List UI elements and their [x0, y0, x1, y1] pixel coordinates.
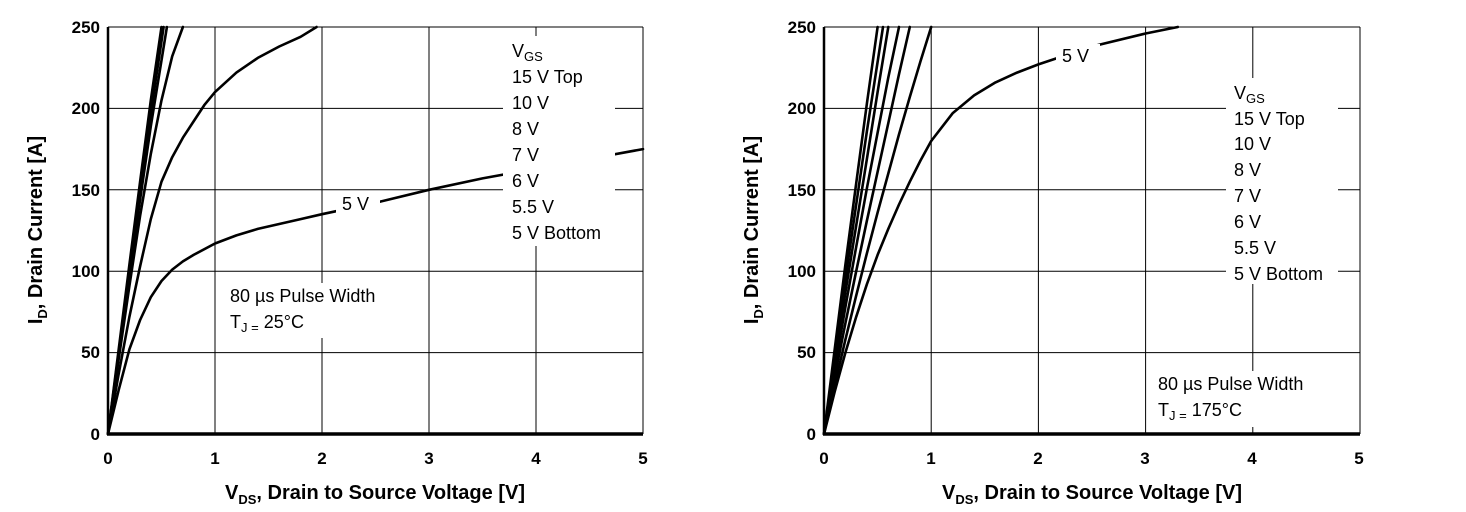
left-annotation-pulse-width: 80 µs Pulse Width: [230, 286, 375, 306]
right-legend-entry-6v: 6 V: [1234, 212, 1261, 232]
right-curve-vgs-6v: [822, 25, 912, 436]
left-curves: [106, 25, 645, 436]
left-chart: VGS 15 V Top 10 V 8 V 7 V 6 V 5.5 V 5 V …: [25, 18, 648, 507]
left-legend-title: VGS: [512, 41, 543, 64]
left-curve-label-5v: 5 V: [342, 194, 369, 214]
right-legend-title: VGS: [1234, 83, 1265, 106]
left-curve-vgs-6v: [106, 25, 318, 436]
right-x-axis-title: VDS, Drain to Source Voltage [V]: [942, 482, 1242, 507]
right-legend-entry-5-5v: 5.5 V: [1234, 238, 1276, 258]
left-y-tick-label: 200: [72, 99, 100, 118]
left-x-tick-labels: 0 1 2 3 4 5: [103, 449, 647, 468]
left-legend-entry-6v: 6 V: [512, 171, 539, 191]
right-y-tick-label: 50: [797, 343, 816, 362]
left-annotation: 80 µs Pulse Width TJ = 25°C: [230, 286, 375, 335]
left-legend-entry-15v: 15 V Top: [512, 67, 583, 87]
right-chart: VGS 15 V Top 10 V 8 V 7 V 6 V 5.5 V 5 V …: [741, 18, 1364, 507]
right-legend-background: [1226, 78, 1338, 284]
right-y-tick-label: 0: [807, 425, 816, 444]
right-curve-label-background: [1056, 44, 1100, 68]
right-x-tick-label: 0: [819, 449, 828, 468]
left-y-tick-label: 50: [81, 343, 100, 362]
right-annotation-background: [1152, 371, 1328, 427]
right-y-axis-title: ID, Drain Current [A]: [741, 136, 766, 324]
left-annotation-background: [224, 283, 394, 338]
right-legend-entry-5v: 5 V Bottom: [1234, 264, 1323, 284]
right-legend: VGS 15 V Top 10 V 8 V 7 V 6 V 5.5 V 5 V …: [1234, 83, 1323, 284]
right-annotation: 80 µs Pulse Width TJ = 175°C: [1158, 374, 1303, 423]
right-y-tick-label: 200: [788, 99, 816, 118]
right-annotation-junction-temp: TJ = 175°C: [1158, 400, 1242, 423]
left-legend-entry-10v: 10 V: [512, 93, 549, 113]
right-x-tick-label: 2: [1033, 449, 1042, 468]
left-legend-background: [503, 36, 615, 246]
left-x-tick-label: 5: [638, 449, 647, 468]
right-x-tick-label: 4: [1247, 449, 1257, 468]
right-y-tick-label: 250: [788, 18, 816, 37]
left-x-tick-label: 4: [531, 449, 541, 468]
right-curve-vgs-5v: [822, 25, 1180, 436]
right-y-tick-labels: 0 50 100 150 200 250: [788, 18, 816, 444]
left-x-axis-title: VDS, Drain to Source Voltage [V]: [225, 482, 525, 507]
right-y-tick-label: 150: [788, 181, 816, 200]
left-legend-entry-5v: 5 V Bottom: [512, 223, 601, 243]
right-x-tick-label: 3: [1140, 449, 1149, 468]
left-x-tick-label: 3: [424, 449, 433, 468]
right-y-tick-label: 100: [788, 262, 816, 281]
right-curve-vgs-5-5v: [822, 25, 933, 436]
left-y-tick-label: 250: [72, 18, 100, 37]
right-curve-vgs-7v: [822, 25, 901, 436]
left-curve-vgs-5-5v: [106, 147, 645, 436]
left-x-tick-label: 1: [210, 449, 219, 468]
right-x-tick-labels: 0 1 2 3 4 5: [819, 449, 1363, 468]
right-legend-entry-15v: 15 V Top: [1234, 109, 1305, 129]
right-legend-entry-7v: 7 V: [1234, 186, 1261, 206]
right-curve-label-5v: 5 V: [1062, 46, 1089, 66]
left-y-tick-label: 150: [72, 181, 100, 200]
right-x-tick-label: 5: [1354, 449, 1363, 468]
right-legend-entry-10v: 10 V: [1234, 134, 1271, 154]
left-x-tick-label: 0: [103, 449, 112, 468]
right-curves: [822, 25, 1180, 436]
left-y-tick-label: 0: [91, 425, 100, 444]
right-x-tick-label: 1: [926, 449, 935, 468]
left-legend-entry-8v: 8 V: [512, 119, 539, 139]
left-annotation-junction-temp: TJ = 25°C: [230, 312, 304, 335]
right-legend-entry-8v: 8 V: [1234, 160, 1261, 180]
left-y-tick-label: 100: [72, 262, 100, 281]
right-annotation-pulse-width: 80 µs Pulse Width: [1158, 374, 1303, 394]
left-y-tick-labels: 0 50 100 150 200 250: [72, 18, 100, 444]
left-legend-entry-7v: 7 V: [512, 145, 539, 165]
left-legend: VGS 15 V Top 10 V 8 V 7 V 6 V 5.5 V 5 V …: [512, 41, 601, 243]
left-curve-label-background: [336, 192, 380, 216]
left-curve-vgs-7v: [106, 25, 185, 436]
left-y-axis-title: ID, Drain Current [A]: [25, 136, 50, 324]
left-x-tick-label: 2: [317, 449, 326, 468]
left-legend-entry-5-5v: 5.5 V: [512, 197, 554, 217]
